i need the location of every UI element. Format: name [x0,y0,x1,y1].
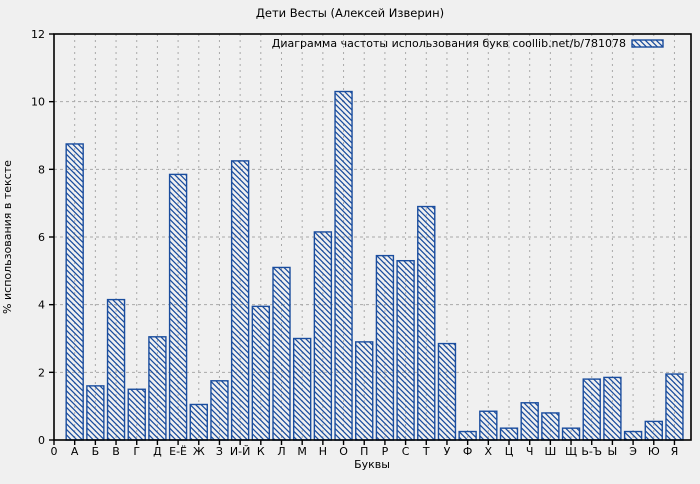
y-tick-label-4: 4 [38,299,45,312]
y-tick-label-0: 0 [38,434,45,447]
bar-Н [313,231,333,441]
bar-Ы [603,376,622,441]
bar-Ф [458,430,477,441]
x-tick-label-Г: Г [133,445,140,458]
x-tick-label-П: П [360,445,368,458]
bar-Щ [561,427,581,441]
bar-Т [417,205,436,441]
bar-Д [148,336,167,441]
bar-Б [86,385,105,441]
x-tick-label-О: О [339,445,348,458]
bar-С [396,259,415,441]
x-axis-label: Буквы [354,458,390,471]
x-tick-label-Ж: Ж [193,445,205,458]
x-tick-label-У: У [444,445,451,458]
x-tick-label-Ц: Ц [505,445,514,458]
x-tick-label-А: А [71,445,79,458]
bar-В [106,298,126,441]
bar-Х [479,410,498,441]
x-tick-label-Д: Д [153,445,162,458]
bar-Г [127,388,146,441]
bar-И-Й [230,160,250,441]
bar-Е-Ё [168,173,188,441]
chart-title: Дети Весты (Алексей Изверин) [256,6,444,20]
bar-Ж [189,403,208,441]
ticks-layer [49,33,676,445]
x-tick-label-Ф: Ф [463,445,472,458]
bar-З [210,380,229,441]
y-tick-label-10: 10 [31,96,45,109]
x-tick-label-Щ: Щ [565,445,577,458]
x-tick-label-Ь-Ъ: Ь-Ъ [581,445,602,458]
bars-layer [65,90,684,441]
bar-А [65,143,84,441]
x-tick-label-Ю: Ю [648,445,660,458]
bar-Ц [499,427,519,441]
y-axis-label: % использования в тексте [1,160,14,314]
legend-swatch [631,39,664,48]
legend-label: Диаграмма частоты использования букв coo… [272,37,626,50]
bar-Л [272,266,291,441]
x-tick-label-Л: Л [277,445,285,458]
x-tick-label-origin: 0 [51,445,58,458]
x-tick-label-Р: Р [382,445,389,458]
x-tick-label-М: М [297,445,307,458]
x-tick-label-Ы: Ы [608,445,618,458]
bar-М [292,337,312,441]
grid-layer [54,34,691,440]
x-tick-label-Н: Н [319,445,327,458]
x-tick-label-В: В [112,445,120,458]
x-tick-label-К: К [257,445,265,458]
x-tick-label-Х: Х [485,445,493,458]
x-tick-label-Е-Ё: Е-Ё [169,445,187,458]
x-tick-label-С: С [402,445,410,458]
y-tick-label-12: 12 [31,28,45,41]
bar-Ш [541,412,560,441]
y-tick-label-6: 6 [38,231,45,244]
x-tick-label-Т: Т [422,445,430,458]
bar-П [355,341,374,441]
x-tick-label-З: З [216,445,223,458]
x-tick-label-Ш: Ш [544,445,556,458]
y-tick-label-2: 2 [38,366,45,379]
bar-У [437,342,457,441]
bar-Я [665,373,684,441]
bar-Э [623,430,643,441]
x-tick-label-Э: Э [629,445,637,458]
bar-К [251,305,271,441]
x-tick-label-И-Й: И-Й [230,445,250,458]
x-tick-label-Б: Б [92,445,100,458]
bar-Р [375,254,395,441]
x-tick-label-Ч: Ч [526,445,534,458]
y-tick-label-8: 8 [38,163,45,176]
x-tick-label-Я: Я [671,445,679,458]
bar-Ч [520,402,539,441]
bar-Ю [644,420,663,441]
bar-Ь-Ъ [582,378,601,441]
bar-О [334,90,353,441]
